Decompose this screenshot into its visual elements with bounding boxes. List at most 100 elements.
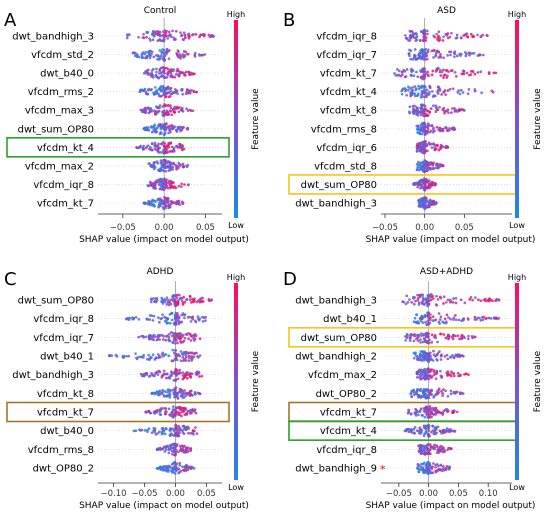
shap-point [162, 429, 166, 432]
shap-point [156, 144, 160, 148]
shap-point [179, 337, 182, 340]
shap-point [147, 427, 151, 430]
shap-point [438, 126, 442, 130]
shap-point [423, 33, 427, 36]
shap-point [181, 374, 185, 377]
colorbar-low-label: Low [509, 483, 525, 492]
shap-point [174, 379, 177, 382]
shap-point [461, 318, 465, 322]
shap-point [412, 334, 415, 337]
shap-point [445, 353, 449, 357]
shap-point [170, 413, 174, 416]
shap-point [170, 446, 173, 450]
feature-label-vfcdm-kt-7: vfcdm_kt_7 [37, 199, 94, 210]
shap-point [168, 186, 172, 190]
shap-point [401, 70, 404, 74]
shap-point [434, 354, 438, 357]
shap-point [418, 409, 422, 412]
shap-point [180, 182, 183, 186]
shap-point [178, 53, 182, 56]
shap-point [418, 444, 421, 447]
shap-point [180, 34, 183, 38]
shap-point [433, 429, 437, 433]
shap-point [423, 181, 427, 185]
shap-point [178, 461, 182, 465]
shap-point [184, 465, 188, 469]
x-tick-label: −0.05 [131, 489, 157, 499]
shap-point [174, 414, 177, 417]
x-tick-label: 0.00 [166, 489, 185, 499]
shap-point [192, 352, 196, 356]
shap-point [453, 429, 457, 433]
shap-point [170, 200, 174, 204]
shap-point [455, 54, 459, 58]
shap-point [421, 186, 425, 190]
beeswarm-dwt-sum-op80 [412, 177, 438, 192]
shap-point [157, 203, 161, 207]
shap-point [429, 295, 433, 299]
feature-label-dwt-bandhigh-2: dwt_bandhigh_2 [295, 352, 377, 363]
shap-point [148, 56, 152, 60]
shap-point [175, 164, 178, 168]
shap-point [176, 429, 179, 433]
shap-point [142, 71, 146, 75]
beeswarm-vfcdm-kt-8 [408, 103, 466, 118]
shap-point [169, 202, 173, 206]
shap-point [176, 52, 179, 56]
beeswarm-vfcdm-kt-7 [406, 405, 459, 419]
shap-point [431, 315, 435, 318]
shap-point [490, 89, 494, 93]
shap-point [196, 372, 200, 376]
shap-point [188, 351, 192, 355]
shap-point [174, 38, 177, 41]
beeswarm-dwt-sum-op80 [404, 331, 477, 345]
shap-point [494, 299, 497, 302]
shap-point [489, 317, 493, 320]
shap-point [174, 335, 177, 338]
shap-point [127, 317, 131, 321]
shap-point [149, 163, 153, 167]
shap-point [164, 353, 168, 356]
shap-point [430, 340, 434, 344]
shap-point [162, 66, 166, 70]
panel-d: D ASD+ADHD −0.05 0.00 0.05 0.10 SHAP value (im… [283, 267, 543, 511]
shap-point [158, 124, 162, 127]
shap-point [467, 73, 471, 77]
shap-point [150, 130, 154, 134]
shap-point [151, 67, 155, 71]
shap-point [184, 358, 187, 362]
feature-label-vfcdm-rms-2: vfcdm_rms_2 [28, 87, 94, 98]
shap-point [166, 70, 170, 74]
shap-point [176, 301, 180, 305]
shap-point [198, 53, 201, 56]
shap-point [413, 426, 417, 429]
shap-point [201, 320, 205, 323]
shap-point [147, 129, 151, 132]
shap-point [449, 53, 452, 57]
shap-point [181, 465, 184, 469]
shap-point [147, 87, 151, 91]
shap-point [476, 71, 480, 74]
shap-point [426, 168, 430, 172]
shap-point [417, 470, 421, 474]
shap-point [127, 354, 131, 358]
shap-point [429, 298, 433, 302]
shap-point [186, 450, 189, 453]
shap-point [425, 452, 429, 455]
shap-point [412, 302, 416, 306]
shap-point [157, 168, 160, 172]
shap-point [162, 114, 166, 118]
shap-point [461, 392, 465, 395]
shap-point [158, 392, 161, 396]
shap-point [179, 469, 183, 473]
shap-point [144, 146, 148, 150]
shap-point [423, 394, 427, 397]
shap-point [445, 409, 449, 413]
shap-point [418, 373, 422, 377]
shap-point [396, 73, 399, 77]
shap-point [448, 87, 452, 91]
feature-label-vfcdm-iqr-8: vfcdm_iqr_8 [33, 180, 94, 191]
shap-point [189, 334, 193, 338]
beeswarm-vfcdm-iqr-8 [417, 443, 453, 456]
shap-point [159, 71, 163, 75]
